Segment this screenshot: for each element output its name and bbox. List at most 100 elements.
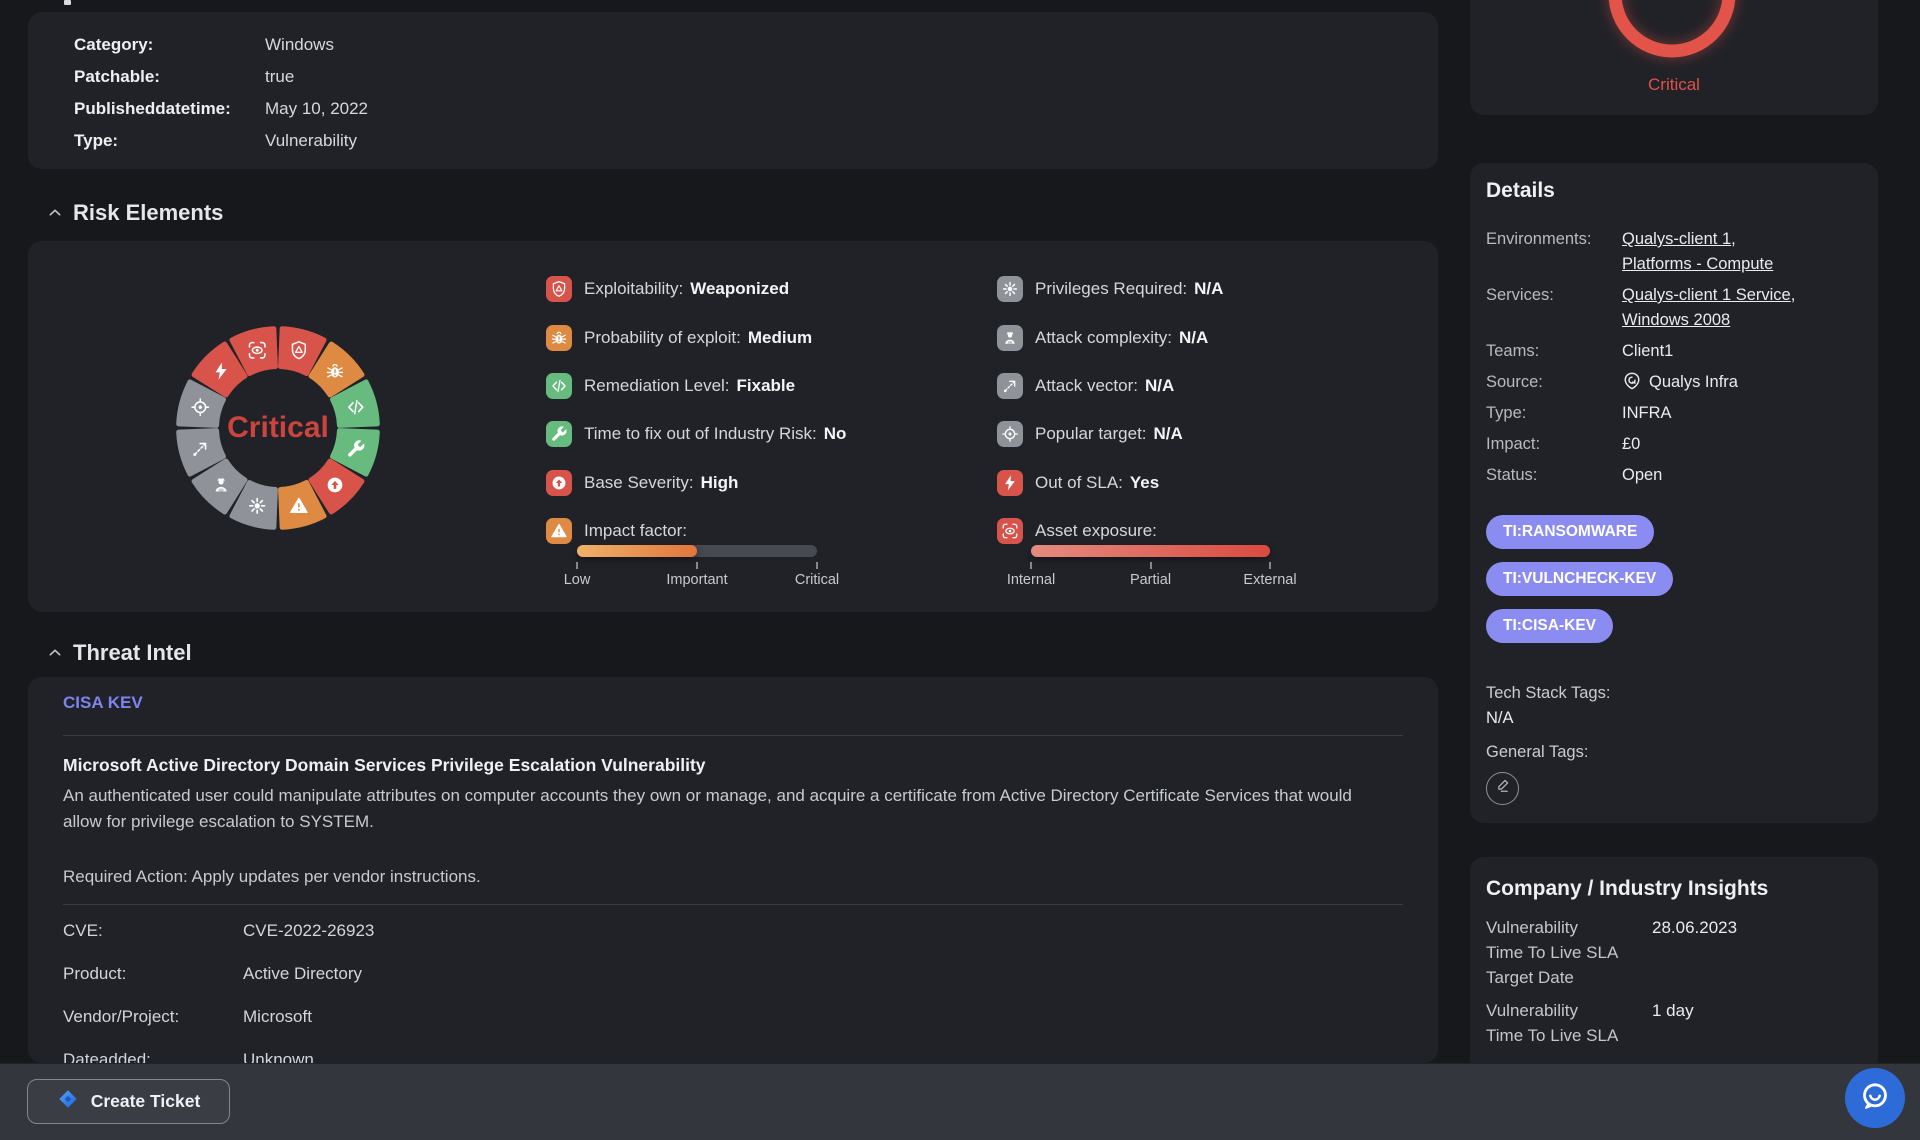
risk-factor-value: Medium xyxy=(747,327,813,347)
divider xyxy=(63,904,1403,905)
field-value: true xyxy=(265,67,295,86)
field-value: CVE-2022-26923 xyxy=(243,920,375,940)
company-insights-title: Company / Industry Insights xyxy=(1486,877,1769,900)
threat-intel-section-header[interactable]: Threat Intel xyxy=(47,640,192,666)
field-label: Publisheddatetime: xyxy=(74,99,231,118)
details-link[interactable]: Platforms - Compute xyxy=(1622,255,1774,273)
field-label: Source: xyxy=(1486,373,1543,391)
chat-support-button[interactable] xyxy=(1845,1068,1905,1128)
general-tags-label: General Tags: xyxy=(1486,743,1589,761)
risk-factor-label: Privileges Required: xyxy=(1035,279,1188,299)
chat-bubble-icon xyxy=(1858,1079,1892,1118)
field-value: 28.06.2023 xyxy=(1652,918,1738,937)
threat-intel-card: CISA KEV Microsoft Active Directory Doma… xyxy=(28,677,1438,1063)
impact-factor-meter: Low Important Critical xyxy=(564,545,839,591)
risk-factor-value: N/A xyxy=(1194,279,1224,299)
field-label: Patchable: xyxy=(74,67,160,86)
summary-row: Publisheddatetime: May 10, 2022 xyxy=(74,93,368,125)
risk-factor-label: Popular target: xyxy=(1035,424,1147,444)
meter-tick xyxy=(576,562,578,569)
section-title: Threat Intel xyxy=(73,640,192,665)
shield-alert-icon xyxy=(546,276,572,303)
field-value: Active Directory xyxy=(243,963,363,983)
details-row: Teams: Client1 xyxy=(1486,339,1866,364)
risk-elements-section-header[interactable]: Risk Elements xyxy=(47,200,223,226)
field-value: Qualys Infra xyxy=(1649,373,1738,391)
details-row: Source: Qualys Infra xyxy=(1486,370,1866,395)
company-insight-row: Vulnerability Time To Live SLA Target Da… xyxy=(1486,915,1866,990)
edit-tags-button[interactable] xyxy=(1486,772,1519,805)
field-value: Windows xyxy=(265,35,334,54)
risk-factor-value: Fixable xyxy=(736,375,796,395)
threat-description: An authenticated user could manipulate a… xyxy=(63,786,1352,831)
field-label: Status: xyxy=(1486,466,1538,484)
severity-ring xyxy=(1608,0,1736,58)
chevron-up-icon xyxy=(47,205,63,221)
details-link[interactable]: Qualys-client 1 xyxy=(1622,230,1732,248)
meter-fill xyxy=(577,545,697,557)
summary-row: Patchable: true xyxy=(74,61,294,93)
details-link[interactable]: Qualys-client 1 Service xyxy=(1622,286,1791,304)
shield-alert-icon xyxy=(291,341,307,360)
risk-factor-row: Asset exposure: xyxy=(997,507,1223,555)
threat-tag-pill: TI:VULNCHECK-KEV xyxy=(1486,562,1674,596)
wrench-icon xyxy=(546,421,572,448)
field-label: Teams: xyxy=(1486,342,1540,360)
threat-required-action: Required Action: Apply updates per vendo… xyxy=(63,867,481,886)
field-value: INFRA xyxy=(1622,404,1672,422)
details-title: Details xyxy=(1486,179,1555,202)
summary-row: Category: Windows xyxy=(74,29,334,61)
details-link[interactable]: Windows 2008 xyxy=(1622,311,1731,329)
risk-factor-row: Attack complexity: N/A xyxy=(997,313,1223,361)
risk-wheel-segment-shield-alert-icon[interactable] xyxy=(278,326,327,376)
risk-factor-value: No xyxy=(823,424,847,444)
clipped-heading-fragment xyxy=(64,0,71,5)
field-label: Dateadded: xyxy=(63,1049,151,1064)
eye-scan-icon xyxy=(248,341,266,359)
risk-wheel-segment-burst-icon[interactable] xyxy=(229,480,278,530)
field-value: Vulnerability xyxy=(265,131,357,150)
tab-cisa-kev[interactable]: CISA KEV xyxy=(63,693,143,712)
code-icon xyxy=(546,372,572,399)
risk-factor-row: Privileges Required: N/A xyxy=(997,265,1223,313)
risk-factor-row: Base Severity: High xyxy=(546,459,846,507)
risk-factor-value: Weaponized xyxy=(690,279,790,299)
lightning-icon xyxy=(997,469,1023,496)
summary-card: Category: Windows Patchable: true Publishe… xyxy=(28,12,1438,169)
risk-factor-row: Impact factor: xyxy=(546,507,846,555)
risk-factor-label: Impact factor: xyxy=(584,521,687,541)
risk-wheel-segment-eye-scan-icon[interactable] xyxy=(229,326,278,376)
risk-wheel-severity-label: Critical xyxy=(227,411,329,444)
risk-wheel-chart xyxy=(176,326,380,530)
risk-factor-value: High xyxy=(700,472,739,492)
risk-factor-label: Time to fix out of Industry Risk: xyxy=(584,424,817,444)
field-label: Services: xyxy=(1486,286,1554,304)
field-label: Environments: xyxy=(1486,230,1592,248)
burst-icon xyxy=(997,276,1023,303)
field-label: Vulnerability Time To Live SLA xyxy=(1486,1001,1619,1045)
risk-factor-label: Attack vector: xyxy=(1035,375,1138,395)
details-row: Impact: £0 xyxy=(1486,432,1866,457)
risk-wheel-segment-code-icon[interactable] xyxy=(330,379,380,428)
risk-elements-card: Critical Exploitability: Weaponized Proba… xyxy=(28,241,1438,612)
field-label: Type: xyxy=(74,131,119,150)
risk-factor-row: Attack vector: N/A xyxy=(997,362,1223,410)
field-label: Vulnerability Time To Live SLA Target Da… xyxy=(1486,918,1619,987)
risk-wheel-segment-hacker-icon[interactable] xyxy=(191,458,248,515)
qualys-icon xyxy=(1622,371,1642,391)
risk-wheel-segment-trend-up-icon[interactable] xyxy=(176,428,226,477)
hacker-icon xyxy=(215,478,227,492)
crosshair-icon xyxy=(997,421,1023,448)
risk-factor-label: Probability of exploit: xyxy=(584,327,741,347)
threat-tag-pill: TI:CISA-KEV xyxy=(1486,609,1613,643)
field-label: Impact: xyxy=(1486,435,1541,453)
field-value: Client1 xyxy=(1622,342,1674,360)
trend-up-icon xyxy=(997,372,1023,399)
create-ticket-button[interactable]: Create Ticket xyxy=(27,1079,230,1124)
risk-wheel-segment-crosshair-icon[interactable] xyxy=(176,379,226,428)
field-value: Open xyxy=(1622,466,1663,484)
trend-up-icon xyxy=(193,442,207,456)
field-label: Product: xyxy=(63,963,127,983)
summary-row: Type: Vulnerability xyxy=(74,125,357,157)
